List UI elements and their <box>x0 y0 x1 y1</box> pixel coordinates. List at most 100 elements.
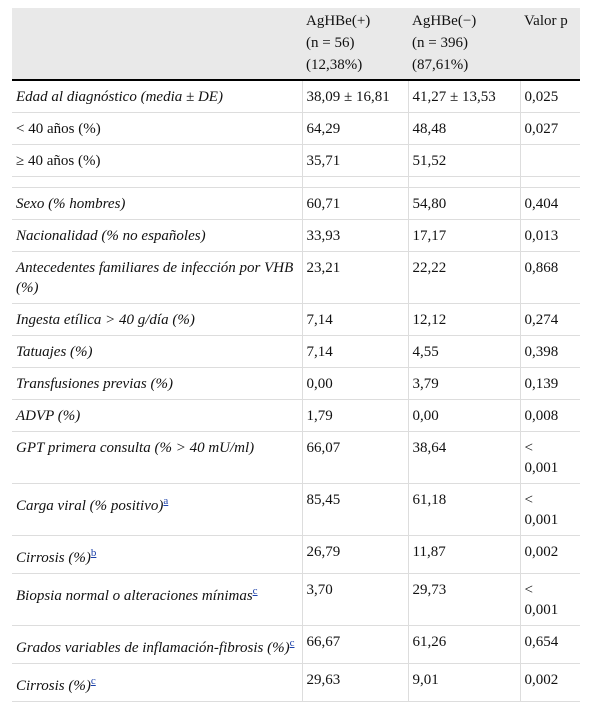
table-row: Nacionalidad (% no españoles) 33,93 17,17 0… <box>12 219 580 252</box>
cell: 85,45 <box>301 483 408 536</box>
cell: 54,80 <box>407 187 520 220</box>
p-value: < 0,001 <box>524 582 559 618</box>
value: 29,73 <box>412 582 447 598</box>
value: 0,00 <box>412 408 439 424</box>
row-label: GPT primera consulta (% > 40 mU/ml) <box>16 440 255 456</box>
cell: 0,398 <box>519 335 580 368</box>
value: 33,93 <box>306 228 341 244</box>
header-pct: (12,38%) <box>306 57 363 73</box>
row-label-cell: Edad al diagnóstico (media ± DE) <box>12 80 302 113</box>
footnote-link[interactable]: b <box>90 547 97 559</box>
row-label: Cirrosis (%) <box>16 678 91 694</box>
cell: 11,87 <box>407 535 520 574</box>
cell: 0,027 <box>519 112 580 145</box>
row-label: Tatuajes (%) <box>16 344 93 360</box>
cell: 51,52 <box>407 144 520 177</box>
value: 38,09 ± 16,81 <box>306 89 390 105</box>
row-label: Carga viral (% positivo) <box>16 498 164 514</box>
row-label: Grados variables de inflamación-fibrosis… <box>16 640 290 656</box>
cell: 0,139 <box>519 367 580 400</box>
cell: 61,26 <box>407 625 520 664</box>
cell: 12,12 <box>407 303 520 336</box>
table-row: Biopsia normal o alteraciones mínimasc 3,… <box>12 573 580 626</box>
value: 7,14 <box>306 312 333 328</box>
row-label: ≥ 40 años (%) <box>16 153 101 169</box>
data-table: AgHBe(+) (n = 56) (12,38%) AgHBe(−) (n = 396… <box>12 8 580 702</box>
value: 9,01 <box>412 672 439 688</box>
footnote-link[interactable]: c <box>90 675 96 687</box>
p-value: 0,008 <box>524 408 559 424</box>
value: 3,79 <box>412 376 439 392</box>
cell: 7,14 <box>301 303 408 336</box>
value: 12,12 <box>412 312 447 328</box>
cell: 66,07 <box>301 431 408 484</box>
cell: 38,09 ± 16,81 <box>301 80 408 113</box>
row-label: ADVP (%) <box>16 408 81 424</box>
cell: 33,93 <box>301 219 408 252</box>
value: 1,79 <box>306 408 333 424</box>
table-row: Tatuajes (%) 7,14 4,55 0,398 <box>12 335 580 368</box>
value: 0,00 <box>306 376 333 392</box>
cell: 61,18 <box>407 483 520 536</box>
value: 38,64 <box>412 440 447 456</box>
row-label-cell: GPT primera consulta (% > 40 mU/ml) <box>12 431 302 484</box>
row-label-cell: Antecedentes familiares de infección por… <box>12 251 302 304</box>
footnote: c <box>253 583 258 597</box>
cell: 35,71 <box>301 144 408 177</box>
footnote: a <box>163 493 168 507</box>
p-value: < 0,001 <box>524 492 559 528</box>
table-row: Sexo (% hombres) 60,71 54,80 0,404 <box>12 187 580 220</box>
value: 66,67 <box>306 634 341 650</box>
row-label: Sexo (% hombres) <box>16 196 126 212</box>
cell: 66,67 <box>301 625 408 664</box>
value: 41,27 ± 13,53 <box>412 89 496 105</box>
cell: 3,79 <box>407 367 520 400</box>
p-value: < 0,001 <box>524 440 559 476</box>
row-label-cell: Ingesta etílica > 40 g/día (%) <box>12 303 302 336</box>
row-label-cell: ≥ 40 años (%) <box>12 144 302 177</box>
cell: 0,008 <box>519 399 580 432</box>
value: 29,63 <box>306 672 341 688</box>
header-cell <box>12 8 302 81</box>
value: 23,21 <box>306 260 341 276</box>
cell <box>519 144 580 177</box>
table-row: Carga viral (% positivo)a 85,45 61,18 < 0,0… <box>12 483 580 536</box>
row-label: < 40 años (%) <box>16 121 101 137</box>
header-pct: (87,61%) <box>412 57 469 73</box>
cell: < 0,001 <box>519 573 580 626</box>
row-label-cell: ADVP (%) <box>12 399 302 432</box>
cell: 0,654 <box>519 625 580 664</box>
cell: 0,404 <box>519 187 580 220</box>
p-value: 0,002 <box>524 672 559 688</box>
cell: 38,64 <box>407 431 520 484</box>
p-value: 0,404 <box>524 196 559 212</box>
footnote-link[interactable]: c <box>252 585 258 597</box>
value: 64,29 <box>306 121 341 137</box>
header-n: (n = 56) <box>306 35 355 51</box>
value: 26,79 <box>306 544 341 560</box>
footnote-link[interactable]: c <box>289 637 295 649</box>
footnote: b <box>91 545 97 559</box>
value: 61,18 <box>412 492 447 508</box>
cell: 23,21 <box>301 251 408 304</box>
value: 11,87 <box>412 544 446 560</box>
header-title: AgHBe(−) <box>412 13 477 29</box>
value: 17,17 <box>412 228 447 244</box>
value: 3,70 <box>306 582 333 598</box>
footnote: c <box>91 673 96 687</box>
table-row: ADVP (%) 1,79 0,00 0,008 <box>12 399 580 432</box>
cell: 3,70 <box>301 573 408 626</box>
footnote-link[interactable]: a <box>163 495 169 507</box>
p-value: 0,013 <box>524 228 559 244</box>
row-label-cell: < 40 años (%) <box>12 112 302 145</box>
cell: 9,01 <box>407 663 520 702</box>
row-label: Ingesta etílica > 40 g/día (%) <box>16 312 195 328</box>
cell: 0,868 <box>519 251 580 304</box>
header-title: Valor p <box>524 13 568 29</box>
header-cell: AgHBe(+) (n = 56) (12,38%) <box>302 8 408 81</box>
header-cell: Valor p <box>520 8 580 81</box>
header-row: AgHBe(+) (n = 56) (12,38%) AgHBe(−) (n = 396… <box>12 8 580 81</box>
row-label: Cirrosis (%) <box>16 550 91 566</box>
row-label-cell: Cirrosis (%)c <box>12 663 302 702</box>
value: 85,45 <box>306 492 341 508</box>
